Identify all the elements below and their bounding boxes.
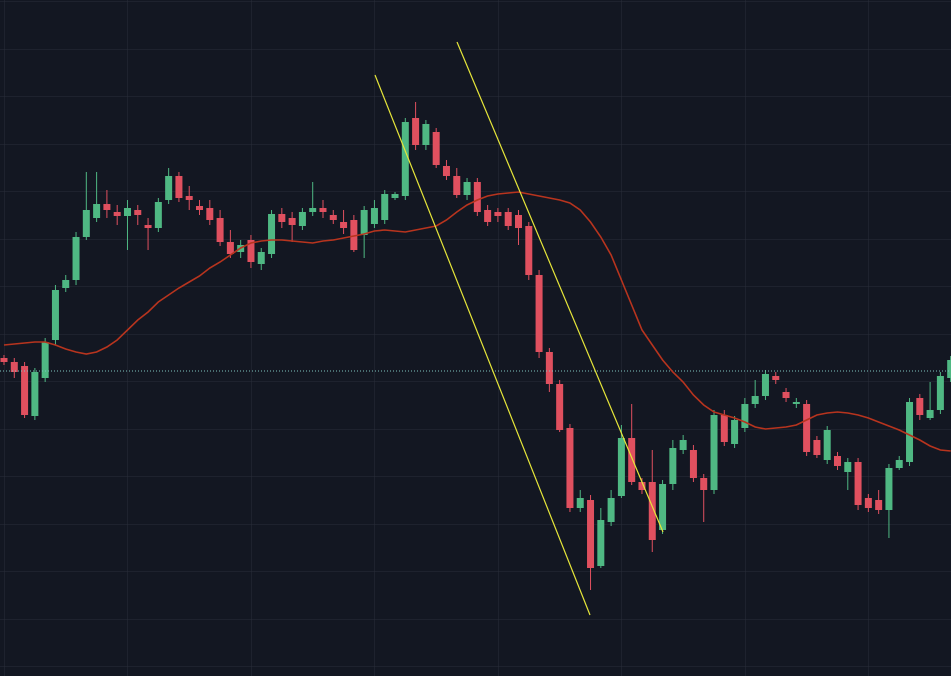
candle-body <box>515 215 522 228</box>
trend-line <box>374 74 591 616</box>
candle-body <box>689 450 697 478</box>
candle-body <box>751 396 759 404</box>
candle-body <box>761 374 769 396</box>
candle-body <box>792 402 800 404</box>
candle-body <box>247 240 255 262</box>
candle-body <box>154 202 162 228</box>
candle-body <box>525 226 533 275</box>
candle-body <box>823 430 831 460</box>
candle-body <box>360 210 368 235</box>
candle-body <box>41 342 49 378</box>
candle-body <box>803 404 811 452</box>
candle-body <box>659 484 667 530</box>
candle-body <box>72 237 80 280</box>
candle-body <box>278 214 286 222</box>
candle-body <box>144 225 152 228</box>
candle-body <box>741 404 749 428</box>
candle-body <box>484 210 492 222</box>
candle-body <box>844 462 852 472</box>
candle-body <box>700 478 708 490</box>
candle-body <box>906 402 914 462</box>
candle-body <box>422 124 430 145</box>
candle-body <box>329 215 337 220</box>
candle-body <box>936 376 944 410</box>
candle-body <box>545 352 553 384</box>
candle-body <box>731 420 739 444</box>
candle-body <box>185 196 193 200</box>
candle-body <box>134 210 142 215</box>
candle-body <box>21 366 29 415</box>
candle-body <box>453 176 461 195</box>
candle-body <box>638 482 646 490</box>
candle-body <box>628 438 636 482</box>
plot <box>0 102 951 590</box>
candle-body <box>51 290 59 340</box>
candle-body <box>103 204 111 210</box>
candle-body <box>391 194 399 198</box>
candle-body <box>309 208 317 212</box>
candle-body <box>10 362 18 372</box>
candle-body <box>926 410 934 418</box>
candle-body <box>864 498 872 508</box>
candle-body <box>268 214 276 254</box>
candle-body <box>566 428 574 508</box>
candle-body <box>175 176 183 198</box>
candle-body <box>62 280 70 288</box>
candle-body <box>298 212 306 226</box>
candle-body <box>720 415 728 442</box>
candle-body <box>813 440 821 455</box>
candle-body <box>669 448 677 484</box>
candle-body <box>31 372 39 416</box>
candle-body <box>463 182 471 195</box>
candle-body <box>473 182 481 212</box>
candle-body <box>782 392 790 398</box>
moving-average <box>3 191 951 452</box>
candle-body <box>854 462 862 505</box>
candle-body <box>196 206 204 210</box>
candle-body <box>319 208 327 212</box>
candle-body <box>504 212 512 226</box>
candle-body <box>288 218 296 225</box>
candle-body <box>401 122 409 196</box>
candle-body <box>442 166 450 176</box>
candle-body <box>648 482 656 540</box>
candle-body <box>535 275 543 352</box>
candle-body <box>556 384 564 430</box>
candle-body <box>597 520 605 566</box>
candle-body <box>494 212 502 216</box>
candle-body <box>772 376 780 380</box>
candle-body <box>113 212 121 216</box>
candle-body <box>93 204 101 218</box>
candle-body <box>350 220 358 250</box>
candle-body <box>947 360 951 378</box>
candle-body <box>381 194 389 220</box>
candle-body <box>165 176 173 200</box>
candle-body <box>123 208 131 216</box>
candle-body <box>370 208 378 224</box>
trend-line <box>456 41 664 533</box>
candle-body <box>226 242 234 254</box>
candle-body <box>587 500 595 568</box>
candle-body <box>206 208 214 220</box>
candle-body <box>576 498 584 508</box>
candle-body <box>82 210 90 237</box>
candle-body <box>679 440 687 450</box>
candle-body <box>916 398 924 415</box>
candle-body <box>412 118 420 145</box>
candle-body <box>0 358 8 362</box>
candle-body <box>617 438 625 496</box>
candle-body <box>432 132 440 165</box>
candle-body <box>895 460 903 468</box>
candle-body <box>216 218 224 242</box>
candle-body <box>607 498 615 522</box>
candle-body <box>833 456 841 466</box>
candle-body <box>885 468 893 510</box>
candle-body <box>710 415 718 490</box>
candle-body <box>340 222 348 228</box>
candle-body <box>875 500 883 510</box>
candle-body <box>257 252 265 264</box>
